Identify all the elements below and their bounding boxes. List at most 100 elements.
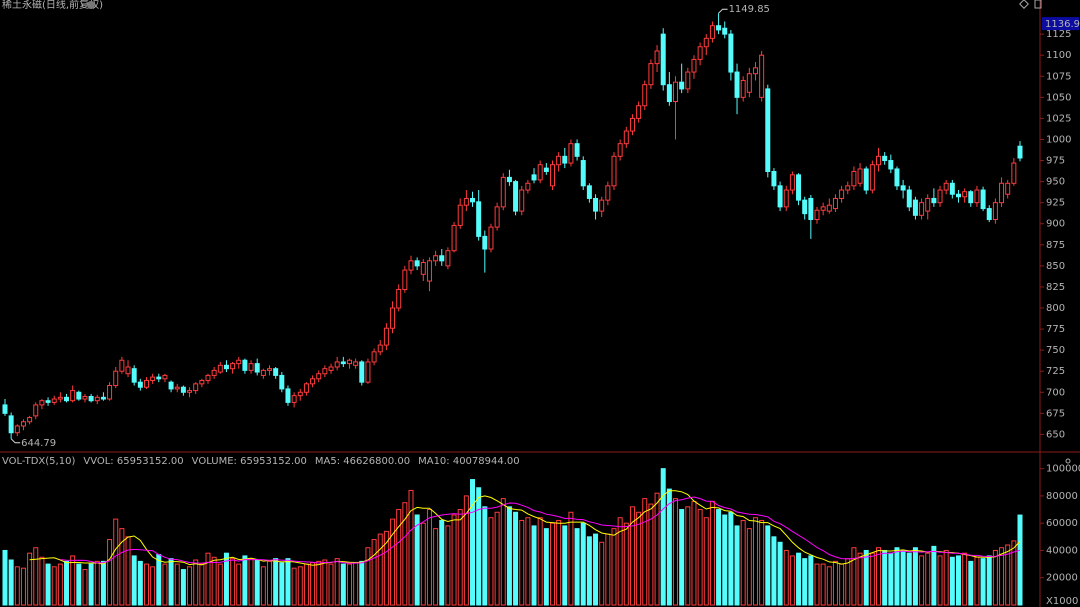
volume-bar — [156, 554, 162, 606]
volume-bar — [568, 511, 574, 606]
volume-bar — [802, 558, 808, 606]
candle-body — [82, 395, 88, 400]
candle-body — [94, 396, 100, 402]
volume-bar — [525, 517, 531, 606]
candle-body — [8, 415, 14, 434]
volume-bar — [697, 509, 703, 606]
volume-bar — [76, 563, 82, 606]
volume-bar — [869, 552, 875, 606]
candle-body — [187, 390, 193, 393]
volume-bar — [279, 562, 285, 606]
candle-body — [709, 25, 715, 39]
volume-bar — [408, 489, 414, 606]
candle-body — [390, 307, 396, 329]
y-tick-label: 825 — [1046, 282, 1065, 293]
volume-bar — [420, 522, 426, 606]
unit-label: X1000 — [1046, 596, 1078, 607]
volume-bar — [433, 528, 439, 606]
candle-body — [876, 155, 882, 166]
candle-body — [999, 182, 1005, 204]
candle-body — [537, 164, 543, 181]
candle-body — [629, 117, 635, 132]
candle-body — [759, 54, 765, 98]
candle-body — [808, 197, 814, 221]
y-tick-label: 60000 — [1046, 518, 1078, 529]
volume-bar — [291, 567, 297, 606]
volume-bar — [273, 558, 279, 606]
chart-title: 稀土永磁(日线,前复权) — [2, 0, 103, 11]
volume-bar — [297, 566, 303, 606]
volume-bar — [888, 552, 894, 606]
y-tick-label: 950 — [1046, 177, 1065, 188]
volume-bar — [359, 560, 365, 606]
last-price-box — [1042, 17, 1079, 31]
candle-body — [673, 81, 679, 103]
candle-body — [150, 376, 156, 381]
candle-body — [660, 33, 666, 86]
volume-bar — [131, 555, 137, 606]
candle-body — [273, 368, 279, 376]
candle-body — [476, 201, 482, 237]
volume-bar — [223, 552, 229, 606]
volume-bar — [586, 536, 592, 606]
volume-bar — [346, 563, 352, 606]
candle-body — [310, 378, 316, 385]
candle-body — [851, 170, 857, 187]
candle-body — [679, 81, 685, 90]
volume-bar — [943, 549, 949, 606]
volume-bar — [310, 562, 316, 606]
diamond-icon[interactable] — [1019, 0, 1029, 9]
volume-bar — [180, 569, 186, 606]
y-tick-label: 650 — [1046, 429, 1065, 440]
candle-body — [76, 391, 82, 400]
low-label: 644.79 — [21, 438, 56, 449]
volume-bar — [894, 547, 900, 606]
candle-body — [789, 174, 795, 191]
candle-body — [70, 390, 76, 402]
volume-bar — [1005, 544, 1011, 606]
volume-bar — [476, 487, 482, 606]
volume-bar — [211, 556, 217, 606]
candle-body — [722, 27, 728, 35]
volume-bar — [808, 555, 814, 606]
candle-body — [574, 143, 580, 157]
volume-bar — [162, 563, 168, 606]
candle-body — [463, 197, 469, 206]
low-pointer — [10, 438, 21, 444]
volume-bar — [912, 547, 918, 606]
candle-body — [839, 189, 845, 199]
volume-bar — [691, 500, 697, 606]
candle-body — [500, 176, 506, 208]
volume-bar — [119, 528, 125, 606]
y-tick-label: 725 — [1046, 366, 1065, 377]
volume-bar — [549, 522, 555, 606]
volume-bar — [611, 528, 617, 606]
volume-bar — [33, 547, 39, 606]
title-menu-icon[interactable] — [87, 1, 95, 9]
candle-body — [322, 368, 328, 375]
candle-body — [14, 425, 20, 434]
volume-bar — [900, 549, 906, 606]
panel-icon[interactable] — [1034, 0, 1042, 9]
volume-bar — [999, 547, 1005, 606]
volume-bar — [285, 558, 291, 606]
volume-bar — [94, 560, 100, 606]
volume-bar — [230, 558, 236, 606]
candle-body — [716, 25, 722, 31]
candle-body — [599, 199, 605, 212]
candle-body — [912, 199, 918, 216]
y-tick-label: 40000 — [1046, 545, 1078, 556]
panel-option-icon[interactable] — [1065, 458, 1071, 464]
candle-body — [820, 206, 826, 211]
volume-bar — [482, 506, 488, 606]
candle-body — [45, 400, 51, 403]
candle-body — [580, 160, 586, 187]
candle-body — [396, 288, 402, 309]
candle-body — [2, 404, 8, 414]
volume-bar — [506, 506, 512, 606]
y-tick-label: 1050 — [1046, 92, 1071, 103]
candle-body — [531, 174, 537, 181]
y-tick-label: 975 — [1046, 156, 1065, 167]
volume-bar — [562, 525, 568, 606]
volume-bar — [217, 563, 223, 606]
